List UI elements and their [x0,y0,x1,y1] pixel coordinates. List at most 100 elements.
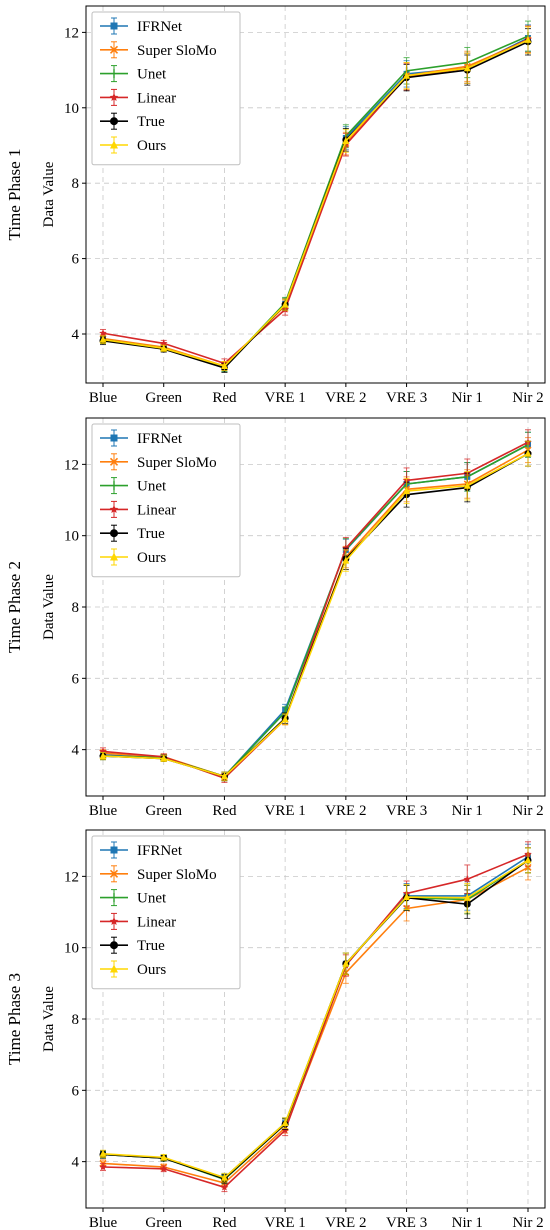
row-label: Time Phase 3 [5,973,24,1065]
x-tick-label-0: Blue [89,390,118,406]
legend: IFRNet Super SloMo Unet Linear True Ours [91,835,241,990]
y-axis-label: Data Value [41,161,57,227]
legend-label: IFRNet [137,19,183,35]
data-point [99,335,107,343]
x-tick-label-4: VRE 2 [325,390,366,406]
legend-marker [109,869,119,878]
legend-label: Super SloMo [137,455,217,471]
data-point [524,35,532,43]
x-tick-label-0: Blue [89,803,118,819]
data-point [220,1173,228,1181]
series-line [102,853,529,1189]
data-point [403,893,411,901]
legend-marker [110,140,118,149]
series-line [102,441,529,780]
legend-label: Linear [137,90,176,106]
legend-label: Super SloMo [137,867,217,883]
row-label: Time Phase 2 [5,561,24,653]
data-point [342,556,350,564]
legend-marker [109,45,119,54]
y-tick-label-3: 10 [64,101,79,117]
chart-panel-2: 4 6 8 10 12 Blue Green Red VRE 1 VRE 2 VRE 3 Nir 1 N… [5,417,546,819]
x-tick-label-4: VRE 2 [325,1215,366,1230]
x-tick-label-7: Nir 2 [512,1215,543,1230]
legend-label: True [137,938,165,954]
row-label: Time Phase 1 [5,149,24,241]
legend-marker [110,117,118,126]
x-tick-label-4: VRE 2 [325,803,366,819]
x-tick-label-6: Nir 1 [452,803,483,819]
legend-label: IFRNet [137,431,183,447]
x-tick-label-6: Nir 1 [452,1215,483,1230]
y-tick-label-1: 6 [72,1083,80,1099]
data-point [463,481,471,489]
legend-box [91,835,241,990]
x-tick-label-5: VRE 3 [386,1215,427,1230]
y-axis-label: Data Value [41,574,57,640]
data-point [463,893,471,901]
series-line [102,866,529,1184]
legend: IFRNet Super SloMo Unet Linear True Ours [91,423,241,578]
legend-marker [110,434,118,442]
chart-panel-3: 4 6 8 10 12 Blue Green Red VRE 1 VRE 2 VRE 3 Nir 1 N… [5,829,546,1230]
x-tick-label-7: Nir 2 [512,390,543,406]
x-tick-label-3: VRE 1 [265,803,306,819]
y-tick-label-2: 8 [72,1012,80,1028]
legend-label: IFRNet [137,843,183,859]
legend-label: True [137,526,165,542]
legend-label: Linear [137,914,176,930]
legend-label: Ours [137,138,166,154]
data-point [281,300,289,308]
y-tick-label-1: 6 [72,252,80,268]
series-line [102,452,529,778]
series-ours [99,440,532,782]
y-tick-label-0: 4 [72,1155,80,1171]
x-tick-label-3: VRE 1 [265,390,306,406]
legend-marker [109,457,119,466]
y-tick-label-3: 10 [64,941,79,957]
x-tick-label-5: VRE 3 [386,390,427,406]
y-tick-label-3: 10 [64,529,79,545]
y-tick-label-1: 6 [72,671,80,687]
data-point [342,959,350,967]
data-point [524,449,532,457]
legend-label: Unet [137,479,167,495]
legend-marker [110,529,118,538]
x-tick-label-1: Green [145,390,182,406]
legend-marker [110,941,118,950]
data-point [160,754,168,762]
legend: IFRNet Super SloMo Unet Linear True Ours [91,11,241,166]
data-point [160,1153,168,1161]
x-tick-label-1: Green [145,1215,182,1230]
data-point [99,1149,107,1157]
data-point [99,752,107,760]
legend-marker [110,964,118,973]
data-point [463,64,471,72]
legend-marker [110,22,118,30]
series-line [102,859,529,1179]
series-line [102,39,529,367]
x-tick-label-0: Blue [89,1215,118,1230]
legend-label: Unet [137,67,167,83]
plot-frame [85,5,546,384]
legend-label: Super SloMo [137,43,217,59]
data-point [159,1164,168,1173]
y-tick-label-2: 8 [72,176,80,192]
data-point [220,1183,229,1191]
data-point [463,875,472,883]
y-tick-label-4: 12 [64,25,79,41]
data-point [403,487,411,495]
x-tick-label-3: VRE 1 [265,1215,306,1230]
data-point [220,362,228,370]
series-ours [99,26,532,372]
x-tick-label-1: Green [145,803,182,819]
legend-box [91,423,241,578]
legend-label: Linear [137,502,176,518]
y-tick-label-4: 12 [64,869,79,885]
legend-box [91,11,241,166]
x-tick-label-7: Nir 2 [512,803,543,819]
data-point [524,856,532,864]
data-point [342,136,350,144]
series-linear [99,841,532,1193]
